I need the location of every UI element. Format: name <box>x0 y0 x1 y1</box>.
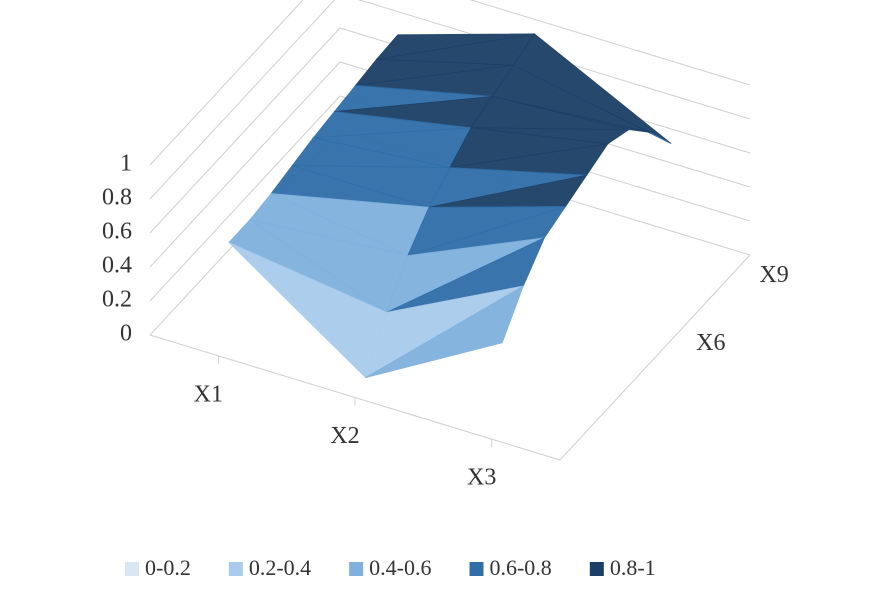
legend-swatch <box>469 562 484 576</box>
depth-tick-label: X6 <box>696 330 725 356</box>
legend: 0-0.2 0.2-0.4 0.4-0.6 0.6-0.8 0.8-1 <box>125 555 656 580</box>
grid-line <box>149 0 751 166</box>
legend-label: 0.8-1 <box>610 555 656 580</box>
grid-line <box>149 0 751 200</box>
legend-swatch <box>349 562 364 576</box>
grid-line <box>149 61 751 268</box>
x-tick-label: X1 <box>194 381 223 407</box>
x-tick-label: X2 <box>330 423 359 449</box>
legend-swatch <box>228 562 243 576</box>
z-tick-label: 0.8 <box>102 185 132 211</box>
legend-label: 0.6-0.8 <box>489 555 551 580</box>
grid-line <box>149 95 751 302</box>
x-tick-label: X3 <box>467 465 496 491</box>
legend-label: 0-0.2 <box>145 555 191 580</box>
z-tick-label: 1 <box>120 151 132 177</box>
floor-edge <box>149 254 751 461</box>
z-tick-label: 0.6 <box>102 219 132 245</box>
surface-facet <box>365 285 525 378</box>
z-tick-label: 0 <box>120 321 132 347</box>
legend-label: 0.2-0.4 <box>249 555 311 580</box>
z-tick-label: 0.2 <box>102 287 132 313</box>
surface <box>228 33 672 379</box>
depth-tick-label: X9 <box>759 262 788 288</box>
z-tick-label: 0.4 <box>102 253 132 279</box>
legend-swatch <box>589 562 604 576</box>
legend-label: 0.4-0.6 <box>369 555 431 580</box>
legend-swatch <box>125 562 139 576</box>
